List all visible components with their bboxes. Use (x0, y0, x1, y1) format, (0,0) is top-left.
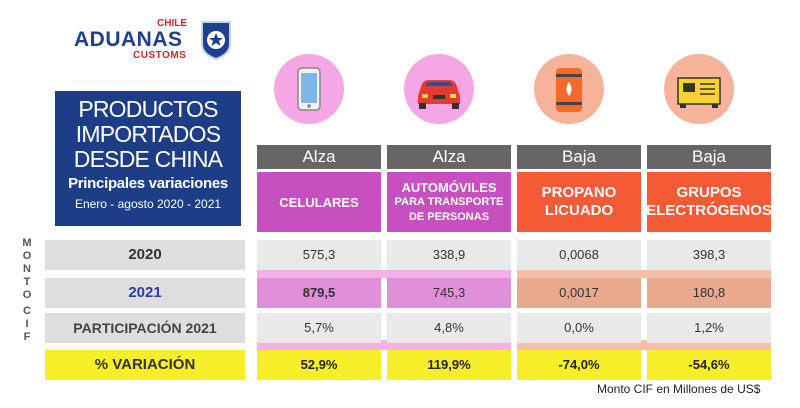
cell-2020-grupos: 398,3 (647, 240, 771, 270)
footnote: Monto CIF en Millones de US$ (597, 382, 761, 396)
row-label-participacion: PARTICIPACIÓN 2021 (45, 313, 245, 343)
row-label-variacion: % VARIACIÓN (45, 350, 245, 380)
product-celulares: CELULARES (257, 172, 381, 232)
product-name-line: DE PERSONAS (408, 210, 490, 223)
cell-part-grupos: 1,2% (647, 313, 771, 343)
logo-aduanas-text: ADUANAS (74, 28, 183, 51)
product-name-line: LICUADO (544, 202, 614, 219)
cell-var-celulares: 52,9% (257, 350, 381, 380)
cell-2021-celulares: 879,5 (257, 278, 381, 308)
cell-2021-automoviles: 745,3 (387, 278, 511, 308)
product-propano: PROPANO LICUADO (517, 172, 641, 232)
cell-2020-automoviles: 338,9 (387, 240, 511, 270)
cell-part-automoviles: 4,8% (387, 313, 511, 343)
title-line-1: PRODUCTOS (78, 96, 218, 122)
product-name-line: PROPANO (541, 184, 617, 201)
generator-icon (664, 54, 734, 124)
trend-celulares: Alza (257, 145, 381, 169)
pink-strip (257, 270, 511, 278)
smartphone-icon (274, 54, 344, 124)
cell-2021-grupos: 180,8 (647, 278, 771, 308)
logo-chile-text: CHILE (157, 18, 187, 29)
logo-customs-text: CUSTOMS (133, 50, 187, 61)
peach-strip (517, 270, 771, 278)
title-line-3: DESDE CHINA (73, 146, 223, 172)
trend-automoviles: Alza (387, 145, 511, 169)
row-label-2021: 2021 (45, 278, 245, 308)
gas-tank-icon (534, 54, 604, 124)
title-period: Enero - agosto 2020 - 2021 (74, 197, 222, 211)
product-name-line: GRUPOS (676, 184, 742, 201)
title-subtitle: Principales variaciones (68, 175, 228, 192)
aduanas-shield-icon (201, 21, 231, 60)
peach-strip (517, 340, 771, 350)
pink-strip (257, 340, 511, 350)
cell-2020-propano: 0,0068 (517, 240, 641, 270)
cell-part-celulares: 5,7% (257, 313, 381, 343)
title-box: PRODUCTOS IMPORTADOS DESDE CHINA Princip… (55, 91, 241, 226)
product-automoviles: AUTOMÓVILES PARA TRANSPORTE DE PERSONAS (387, 172, 511, 232)
cell-var-propano: -74,0% (517, 350, 641, 380)
row-label-2020: 2020 (45, 240, 245, 270)
product-name-line: ELECTRÓGENOS (646, 202, 772, 219)
product-name-line: CELULARES (279, 194, 359, 210)
product-name-line: PARA TRANSPORTE (394, 195, 504, 208)
product-name-line: AUTOMÓVILES (401, 179, 497, 195)
cell-2021-propano: 0,0017 (517, 278, 641, 308)
cell-var-grupos: -54,6% (647, 350, 771, 380)
product-grupos: GRUPOS ELECTRÓGENOS (646, 172, 772, 232)
cell-part-propano: 0,0% (517, 313, 641, 343)
cell-2020-celulares: 575,3 (257, 240, 381, 270)
car-icon (404, 54, 474, 124)
trend-propano: Baja (517, 145, 641, 169)
trend-grupos: Baja (647, 145, 771, 169)
cell-var-automoviles: 119,9% (387, 350, 511, 380)
title-line-2: IMPORTADOS (75, 121, 221, 147)
